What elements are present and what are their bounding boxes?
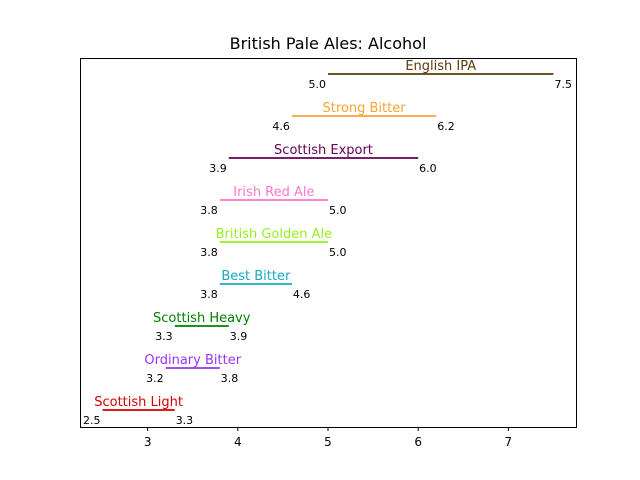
style-label-english-ipa: English IPA	[405, 59, 476, 74]
range-row-scottish-heavy: Scottish Heavy 3.3 3.9	[153, 311, 251, 343]
style-label-scottish-export: Scottish Export	[274, 143, 373, 158]
style-label-scottish-heavy: Scottish Heavy	[153, 311, 251, 326]
x-tick-label-7: 7	[505, 435, 513, 449]
style-label-scottish-light: Scottish Light	[94, 395, 183, 410]
x-tick-label-5: 5	[324, 435, 332, 449]
style-label-best-bitter: Best Bitter	[221, 269, 291, 284]
low-label-best-bitter: 3.8	[200, 288, 218, 301]
range-row-strong-bitter: Strong Bitter 4.6 6.2	[272, 101, 454, 133]
chart-title: British Pale Ales: Alcohol	[230, 34, 427, 53]
range-bars: Scottish Light 2.5 3.3 Ordinary Bitter 3.2 3.…	[83, 59, 572, 427]
range-row-scottish-export: Scottish Export 3.9 6.0	[209, 143, 436, 175]
style-label-strong-bitter: Strong Bitter	[323, 101, 407, 116]
high-label-ordinary-bitter: 3.8	[221, 372, 239, 385]
high-label-english-ipa: 7.5	[554, 78, 572, 91]
high-label-strong-bitter: 6.2	[437, 120, 455, 133]
low-label-scottish-export: 3.9	[209, 162, 227, 175]
high-label-best-bitter: 4.6	[293, 288, 311, 301]
range-row-english-ipa: English IPA 5.0 7.5	[309, 59, 572, 91]
x-tick-label-4: 4	[234, 435, 242, 449]
x-tick-label-6: 6	[414, 435, 422, 449]
high-label-scottish-export: 6.0	[419, 162, 437, 175]
low-label-irish-red-ale: 3.8	[200, 204, 218, 217]
x-tick-label-3: 3	[144, 435, 152, 449]
x-axis: 3 4 5 6 7	[144, 427, 512, 449]
high-label-scottish-heavy: 3.9	[230, 330, 248, 343]
high-label-irish-red-ale: 5.0	[329, 204, 347, 217]
range-row-british-golden-ale: British Golden Ale 3.8 5.0	[200, 227, 346, 259]
high-label-scottish-light: 3.3	[176, 414, 194, 427]
low-label-british-golden-ale: 3.8	[200, 246, 218, 259]
low-label-english-ipa: 5.0	[309, 78, 327, 91]
style-label-irish-red-ale: Irish Red Ale	[233, 185, 314, 200]
range-row-scottish-light: Scottish Light 2.5 3.3	[83, 395, 193, 427]
style-label-british-golden-ale: British Golden Ale	[216, 227, 333, 242]
low-label-scottish-light: 2.5	[83, 414, 101, 427]
low-label-strong-bitter: 4.6	[272, 120, 290, 133]
range-row-ordinary-bitter: Ordinary Bitter 3.2 3.8	[144, 353, 241, 385]
low-label-scottish-heavy: 3.3	[155, 330, 173, 343]
range-row-irish-red-ale: Irish Red Ale 3.8 5.0	[200, 185, 346, 217]
low-label-ordinary-bitter: 3.2	[146, 372, 164, 385]
style-label-ordinary-bitter: Ordinary Bitter	[144, 353, 241, 368]
high-label-british-golden-ale: 5.0	[329, 246, 347, 259]
